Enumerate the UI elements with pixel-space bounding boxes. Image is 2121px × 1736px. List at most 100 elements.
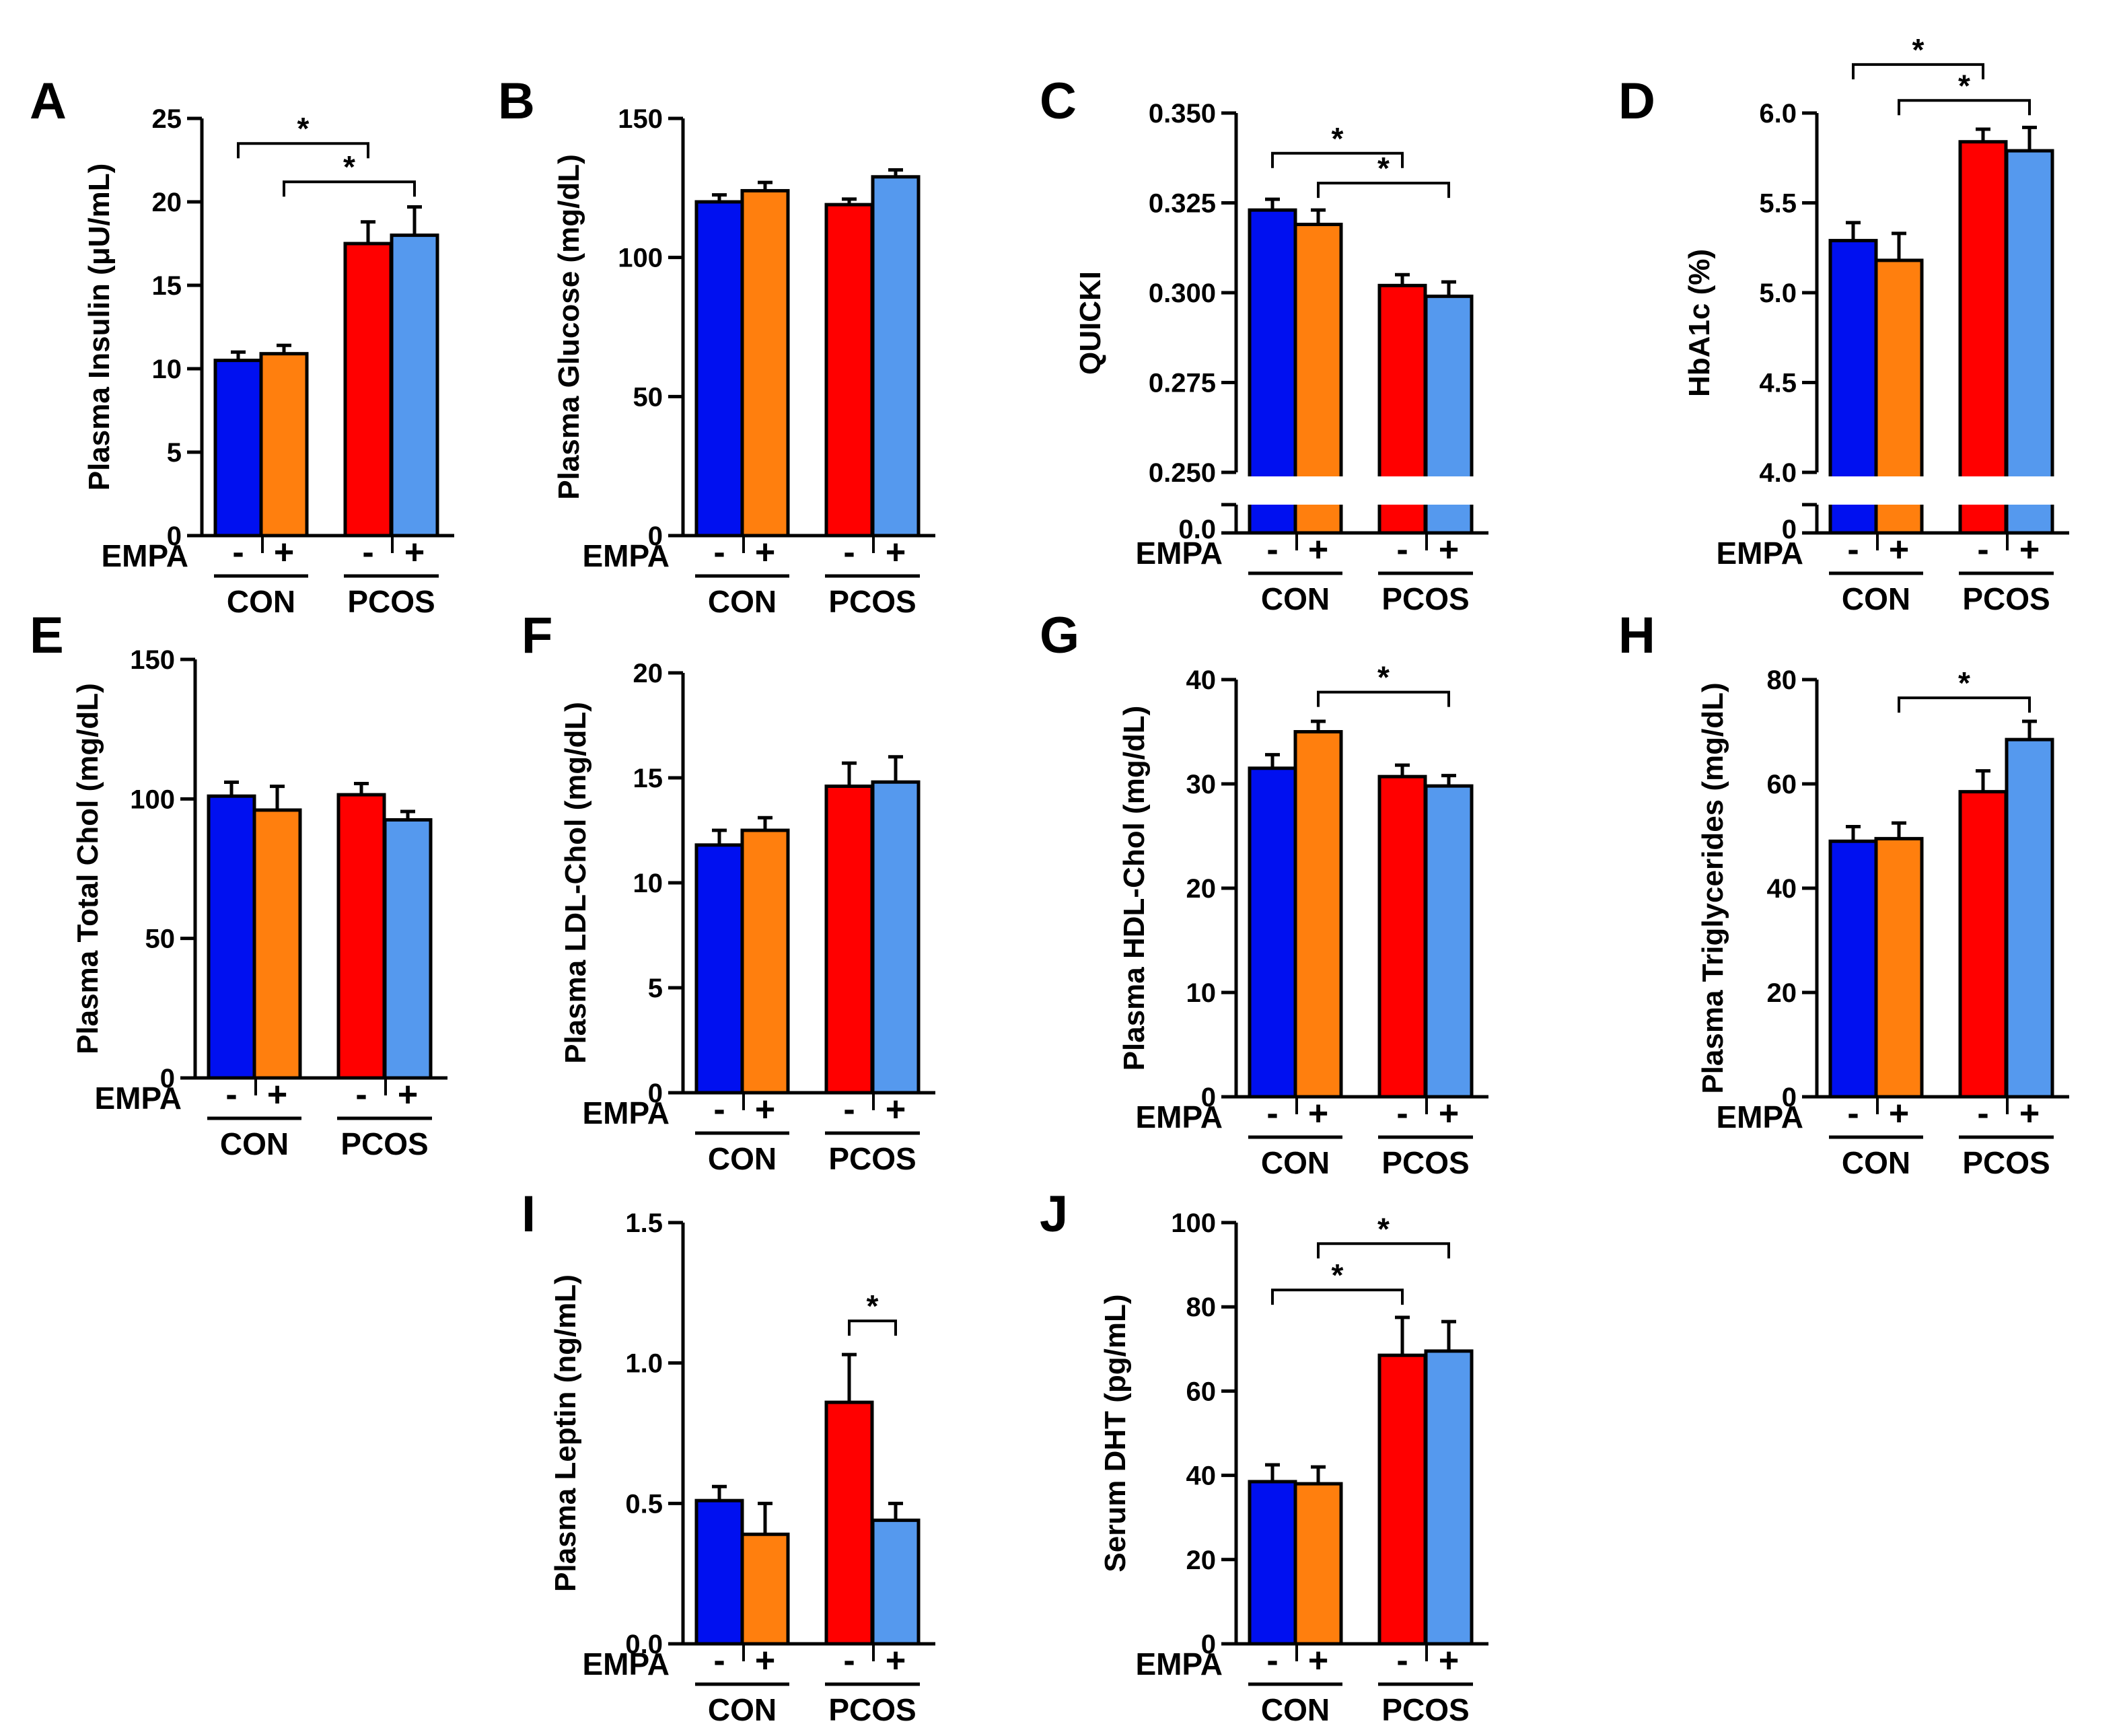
bar [1828,839,1878,1099]
treatment-sign: - [1977,530,1988,569]
treatment-label: EMPA [1136,1647,1223,1681]
significance-star: * [1912,32,1925,67]
treatment-sign: - [355,1075,367,1114]
group-label: PCOS [828,584,916,619]
y-tick-label: 0 [1782,515,1797,544]
y-axis-label: HbA1c (%) [1683,249,1716,397]
bar [1958,790,2008,1099]
bar [390,233,439,538]
y-tick-label: 5.5 [1759,189,1797,219]
chart-panel-c: C QUICKI 0.0 0.250 0.275 0.300 0.325 0.350 EMPA -… [1040,73,1515,616]
y-tick-label: 15 [633,764,663,793]
y-tick-label: 20 [1186,874,1217,904]
y-tick-label: 0.5 [625,1489,663,1519]
bar [207,794,256,1080]
panel-letter: B [498,73,535,130]
treatment-sign: - [1266,1641,1278,1680]
treatment-sign: + [1439,530,1459,569]
treatment-sign: + [1889,530,1909,569]
bar [1293,1482,1343,1646]
bar [824,203,874,538]
treatment-sign: + [886,533,906,572]
treatment-label: EMPA [1717,536,1804,571]
y-tick-label: 150 [618,104,663,134]
group-label: CON [708,584,777,619]
group-label: CON [1261,1145,1330,1180]
y-axis-label: Plasma HDL-Chol (mg/dL) [1118,706,1151,1071]
y-tick-label: 10 [1186,978,1217,1008]
y-tick-label: 0 [648,1079,663,1108]
group-label: PCOS [1381,1692,1469,1727]
treatment-sign: - [713,1641,725,1680]
treatment-sign: + [886,1641,906,1680]
y-tick-label: 20 [1767,978,1797,1008]
treatment-sign: + [755,533,775,572]
panel-letter: A [30,73,67,130]
y-tick-label: 100 [130,785,175,814]
y-tick-label: 60 [1186,1377,1217,1406]
y-tick-label: 0.0 [1178,515,1216,544]
y-tick-label: 0 [167,521,182,551]
treatment-sign: - [1266,530,1278,569]
y-axis-label: Plasma Insulin (μU/mL) [83,164,116,491]
group-label: PCOS [347,584,435,619]
group-label: CON [708,1692,777,1727]
treatment-sign: + [886,1090,906,1129]
y-tick-label: 4.0 [1759,458,1797,488]
treatment-sign: + [404,533,425,572]
treatment-label: EMPA [1136,536,1223,571]
y-tick-label: 4.5 [1759,369,1797,398]
chart-panel-h: H Plasma Triglycerides (mg/dL) 0 20 40 60 80 EM… [1618,607,2069,1180]
bar [824,784,874,1095]
significance-star: * [297,111,310,146]
group-label: PCOS [1381,1145,1469,1180]
significance-bracket [283,180,416,197]
treatment-label: EMPA [102,538,189,573]
treatment-sign: + [267,1075,287,1114]
group-label: CON [220,1126,289,1161]
y-axis-label: Plasma Triglycerides (mg/dL) [1696,682,1729,1093]
y-tick-label: 5.0 [1759,279,1797,308]
y-tick-label: 80 [1767,665,1797,695]
treatment-sign: - [713,533,725,572]
panel-letter: F [522,607,552,664]
y-tick-label: 1.0 [625,1349,663,1379]
treatment-sign: + [755,1090,775,1129]
group-label: CON [1842,581,1910,616]
bar [343,242,393,538]
treatment-sign: + [2019,530,2040,569]
y-axis-label: Plasma LDL-Chol (mg/dL) [559,702,592,1064]
y-tick-label: 0.0 [625,1630,663,1659]
treatment-sign: - [843,1090,855,1129]
bar [824,1400,874,1646]
significance-star: * [1377,660,1390,695]
bar [259,352,309,538]
treatment-sign: - [1847,1094,1859,1133]
treatment-sign: - [1396,1641,1408,1680]
panel-letter: C [1040,73,1077,130]
group-label: PCOS [340,1126,428,1161]
bar [1958,140,2008,535]
significance-bracket [1852,63,1984,79]
y-tick-label: 0.300 [1149,279,1216,308]
bar [213,359,263,538]
panel-letter: J [1040,1186,1068,1243]
significance-star: * [1332,1258,1344,1293]
bar [383,818,433,1080]
y-axis-label: QUICKI [1074,271,1107,375]
treatment-sign: - [1396,1094,1408,1133]
bar [1874,836,1924,1099]
significance-bracket [1898,99,2031,116]
y-tick-label: 0.325 [1149,189,1216,219]
y-tick-label: 40 [1767,874,1797,904]
y-tick-label: 0 [1201,1083,1216,1112]
significance-bracket [1317,690,1450,707]
y-axis-label: Serum DHT (pg/mL) [1099,1294,1132,1572]
treatment-label: EMPA [95,1081,182,1116]
y-axis-label: Plasma Glucose (mg/dL) [552,154,585,499]
